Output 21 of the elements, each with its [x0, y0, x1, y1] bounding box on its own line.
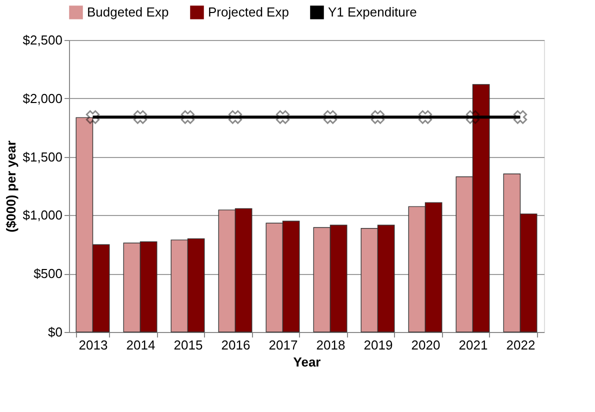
x-tick-label: 2021 [458, 338, 488, 352]
x-axis-title: Year [293, 354, 321, 370]
x-tick-label: 2019 [364, 338, 393, 352]
y-tick-label: $2,500 [22, 32, 62, 48]
x-tick-label: 2015 [174, 338, 203, 352]
y-tick-label: $1,500 [22, 149, 62, 164]
legend-label: Y1 Expenditure [328, 4, 417, 20]
y-tick-label: $0 [48, 324, 62, 340]
legend-label: Budgeted Exp [87, 4, 169, 20]
x-tick-label: 2014 [126, 338, 156, 352]
y-tick-label: $2,000 [22, 90, 62, 106]
y-tick-label: $1,000 [22, 208, 62, 223]
x-tick-label: 2017 [268, 338, 298, 352]
x-tick-label: 2016 [221, 338, 250, 352]
y-tick-label: $500 [34, 266, 62, 282]
x-tick-label: 2022 [506, 338, 536, 352]
x-tick-label: 2013 [78, 338, 108, 352]
y-axis-title: ($000) per year [4, 140, 19, 232]
x-tick-label: 2020 [411, 338, 440, 352]
x-tick-label: 2018 [316, 338, 346, 352]
legend-label: Projected Exp [208, 4, 289, 20]
